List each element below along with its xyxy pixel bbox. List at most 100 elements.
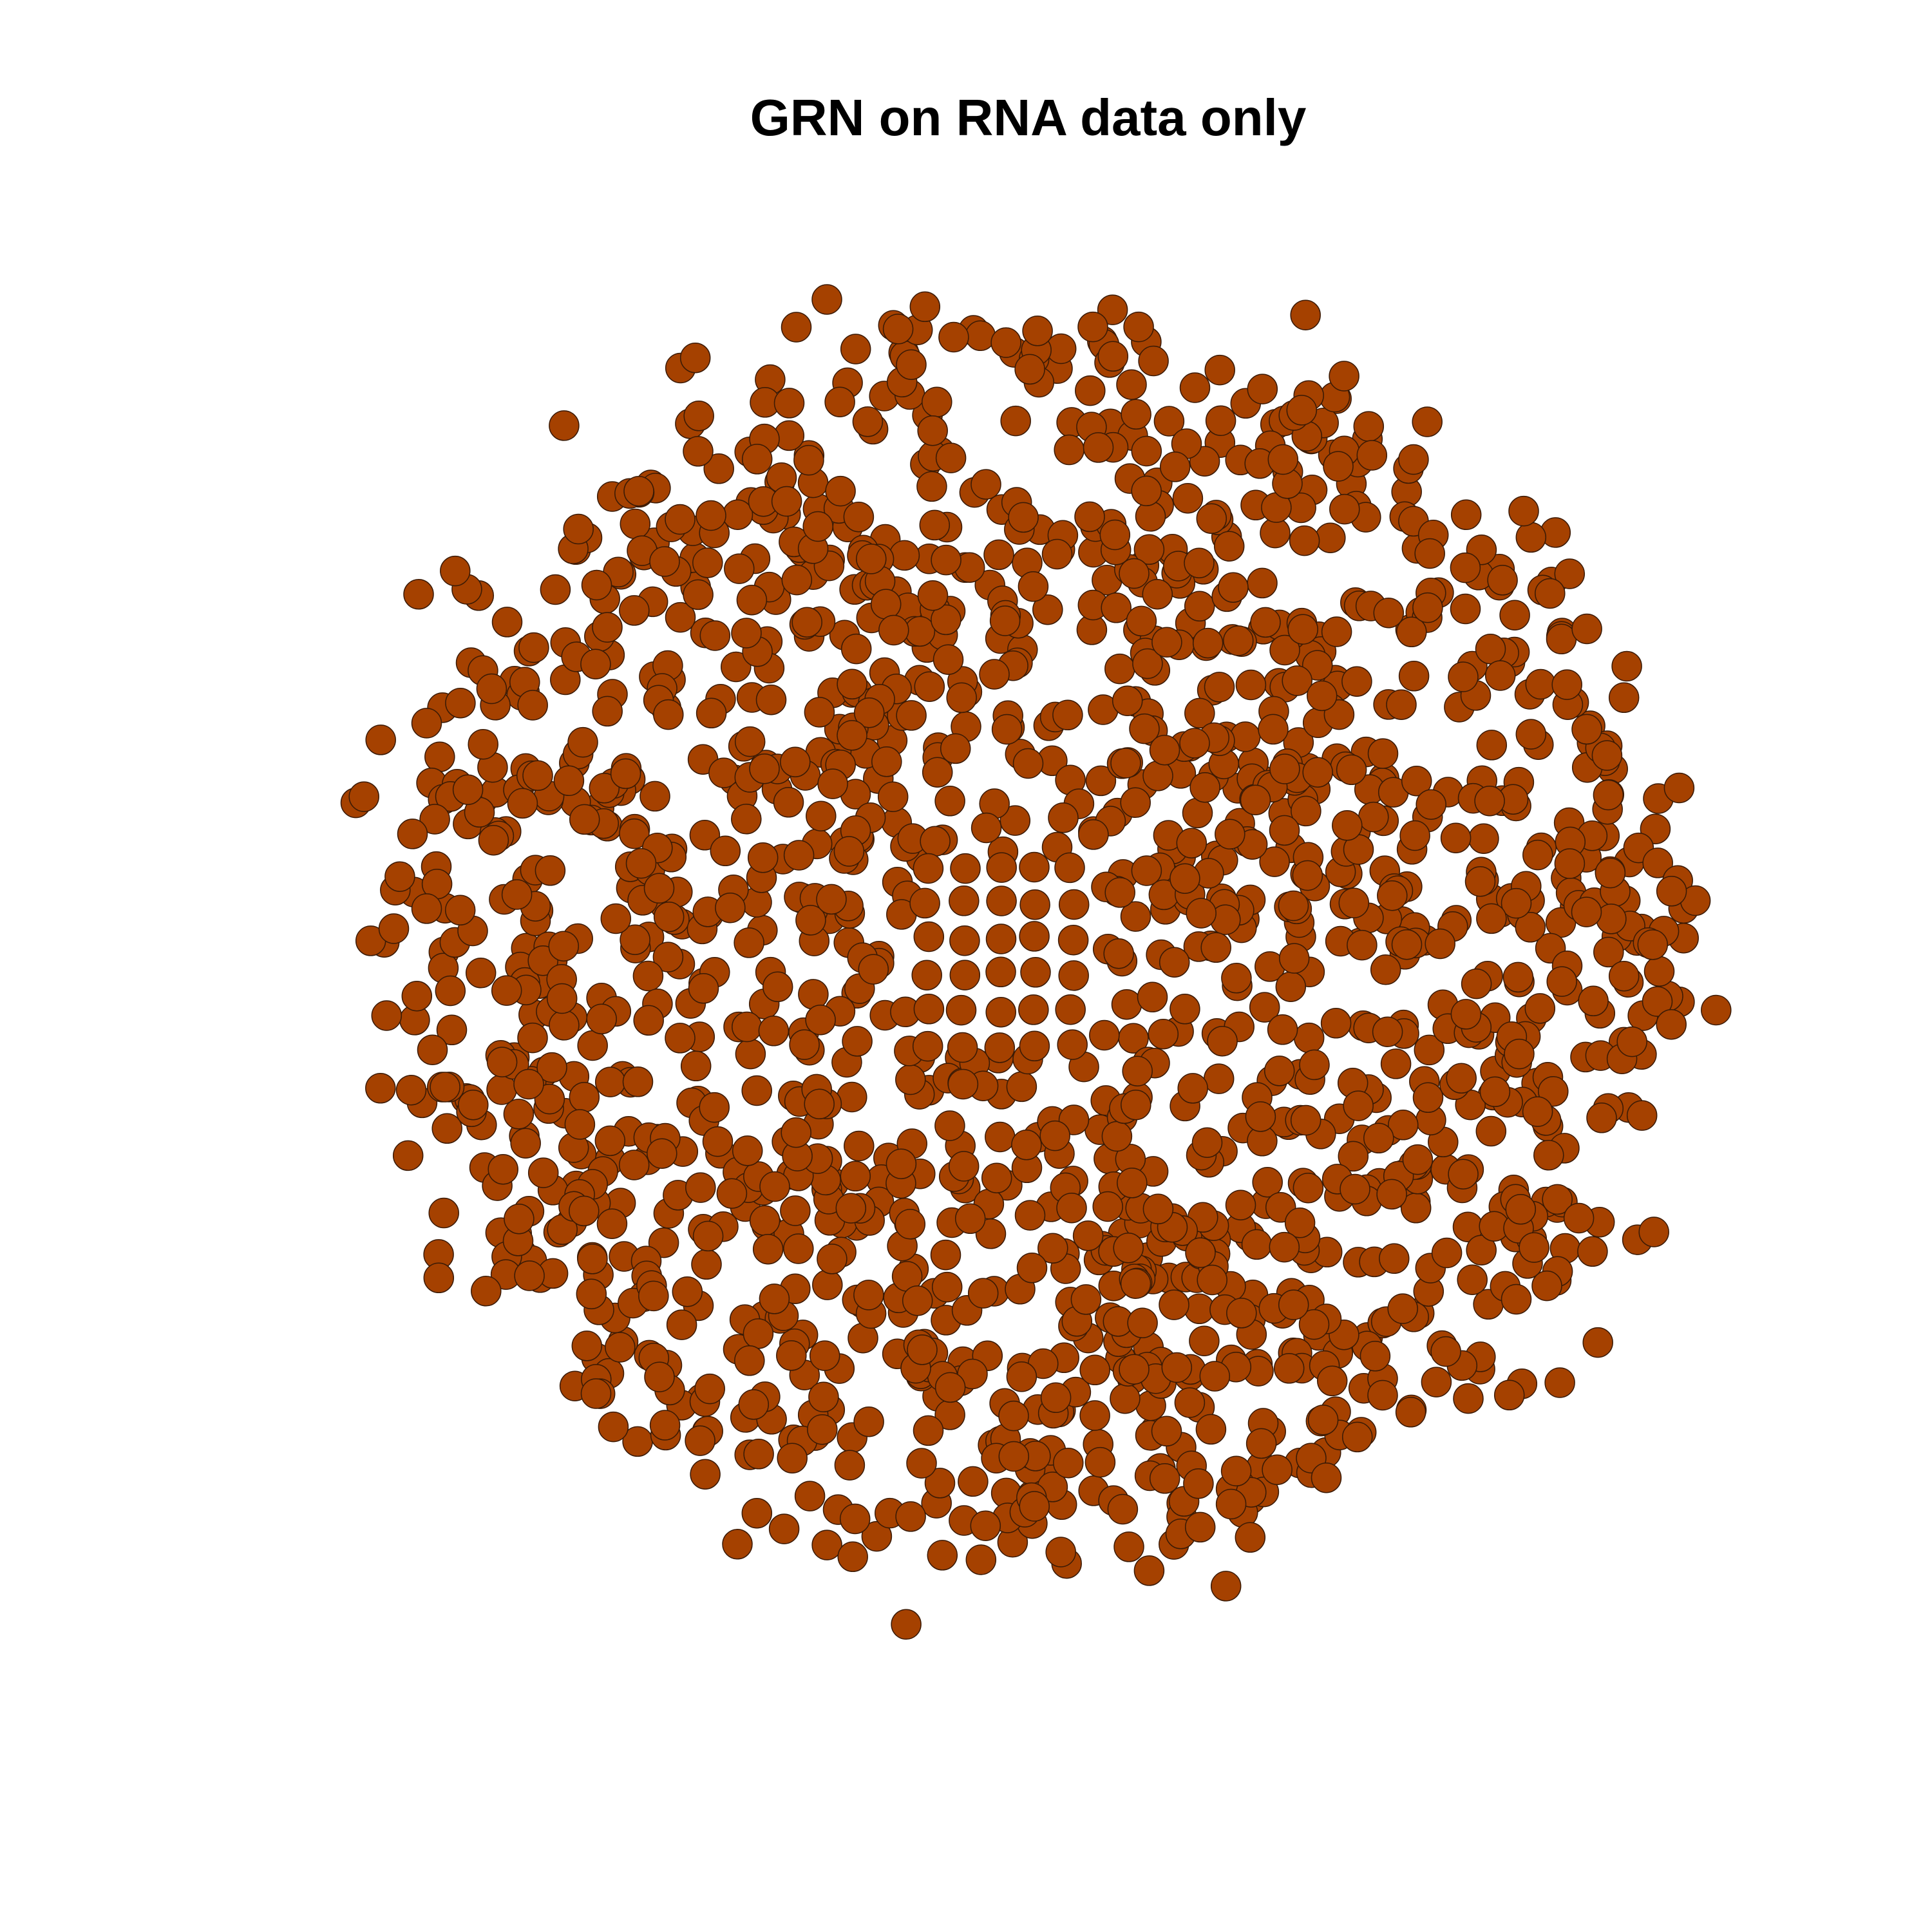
- network-node: [947, 1032, 978, 1063]
- network-node: [1016, 1253, 1048, 1283]
- network-node: [576, 1278, 607, 1310]
- network-node: [1170, 863, 1200, 894]
- network-node: [837, 720, 867, 751]
- network-node: [1370, 954, 1401, 985]
- network-node: [1515, 719, 1547, 750]
- network-node: [1593, 779, 1624, 811]
- network-node: [1199, 1361, 1231, 1392]
- network-node: [1464, 866, 1496, 897]
- network-node: [423, 1262, 455, 1294]
- network-node: [773, 787, 804, 818]
- network-node: [1531, 1270, 1562, 1302]
- network-node: [853, 1406, 884, 1437]
- network-node: [1293, 1022, 1325, 1054]
- network-node: [842, 1026, 873, 1057]
- network-node: [940, 733, 971, 764]
- network-node: [1533, 1140, 1564, 1171]
- network-node: [1018, 994, 1049, 1025]
- network-node: [1078, 819, 1109, 850]
- network-node: [1608, 682, 1640, 714]
- network-node: [985, 996, 1016, 1028]
- network-node: [1269, 1231, 1300, 1263]
- network-node: [1643, 956, 1675, 987]
- network-node: [1054, 852, 1085, 884]
- network-node: [564, 1109, 596, 1140]
- network-node: [895, 1209, 926, 1240]
- network-node: [610, 758, 641, 790]
- network-node: [759, 1171, 790, 1202]
- network-node: [1215, 1488, 1247, 1520]
- network-node: [683, 579, 714, 611]
- network-node: [1120, 787, 1151, 819]
- network-node: [1170, 994, 1200, 1025]
- network-node: [1120, 901, 1151, 932]
- network-node: [1475, 1115, 1507, 1147]
- network-node: [1356, 440, 1388, 471]
- network-node: [1663, 772, 1695, 804]
- network-node: [1184, 697, 1215, 729]
- network-node: [1398, 661, 1430, 692]
- network-node: [696, 697, 727, 729]
- network-node: [840, 334, 871, 365]
- network-node: [954, 1203, 986, 1235]
- network-node: [837, 1081, 867, 1113]
- network-node: [365, 1073, 396, 1104]
- network-node: [979, 659, 1010, 690]
- network-node: [1226, 1298, 1257, 1329]
- network-node: [452, 774, 484, 805]
- network-node: [1525, 668, 1557, 700]
- network-node: [856, 544, 887, 574]
- network-node: [1278, 943, 1310, 974]
- network-node: [913, 1415, 944, 1446]
- network-node: [835, 1193, 867, 1224]
- network-node: [1123, 311, 1154, 343]
- network-node: [808, 1381, 839, 1413]
- network-node: [1399, 820, 1430, 851]
- network-node: [886, 1148, 917, 1179]
- network-node: [933, 644, 964, 675]
- network-node: [1302, 757, 1333, 788]
- network-node: [1515, 912, 1546, 943]
- network-node: [931, 604, 961, 636]
- network-node: [1179, 372, 1211, 403]
- network-node: [965, 1544, 997, 1575]
- network-node: [476, 673, 507, 705]
- network-node: [1341, 666, 1372, 697]
- network-node: [653, 901, 685, 933]
- network-node: [1656, 876, 1687, 907]
- network-node: [736, 584, 768, 616]
- network-node: [1097, 294, 1128, 325]
- network-node: [1431, 1237, 1463, 1269]
- network-node: [741, 1497, 773, 1529]
- network-node: [1578, 985, 1609, 1017]
- network-node: [392, 1140, 424, 1171]
- network-node: [625, 848, 657, 879]
- network-node: [692, 1220, 724, 1252]
- network-node: [435, 975, 466, 1007]
- network-node: [1126, 605, 1157, 637]
- network-node: [916, 471, 947, 502]
- network-node: [535, 855, 566, 886]
- network-node: [652, 942, 684, 972]
- network-node: [1117, 1168, 1148, 1198]
- network-node: [1363, 1122, 1394, 1154]
- network-node: [1505, 1194, 1537, 1225]
- network-node: [696, 500, 726, 531]
- network-node: [843, 501, 875, 533]
- network-node: [436, 1014, 468, 1046]
- network-node: [811, 284, 842, 315]
- network-node: [1131, 475, 1162, 507]
- network-node: [1055, 994, 1086, 1025]
- network-node: [672, 1276, 703, 1307]
- network-node: [1213, 531, 1245, 562]
- network-node: [896, 349, 927, 380]
- network-node: [592, 696, 623, 727]
- network-node: [895, 1064, 926, 1095]
- network-node: [793, 444, 824, 476]
- network-node: [837, 668, 867, 700]
- network-node: [1332, 810, 1363, 841]
- network-node: [1522, 839, 1553, 871]
- network-node: [513, 1068, 544, 1100]
- network-node: [619, 818, 650, 849]
- network-node: [680, 1050, 712, 1082]
